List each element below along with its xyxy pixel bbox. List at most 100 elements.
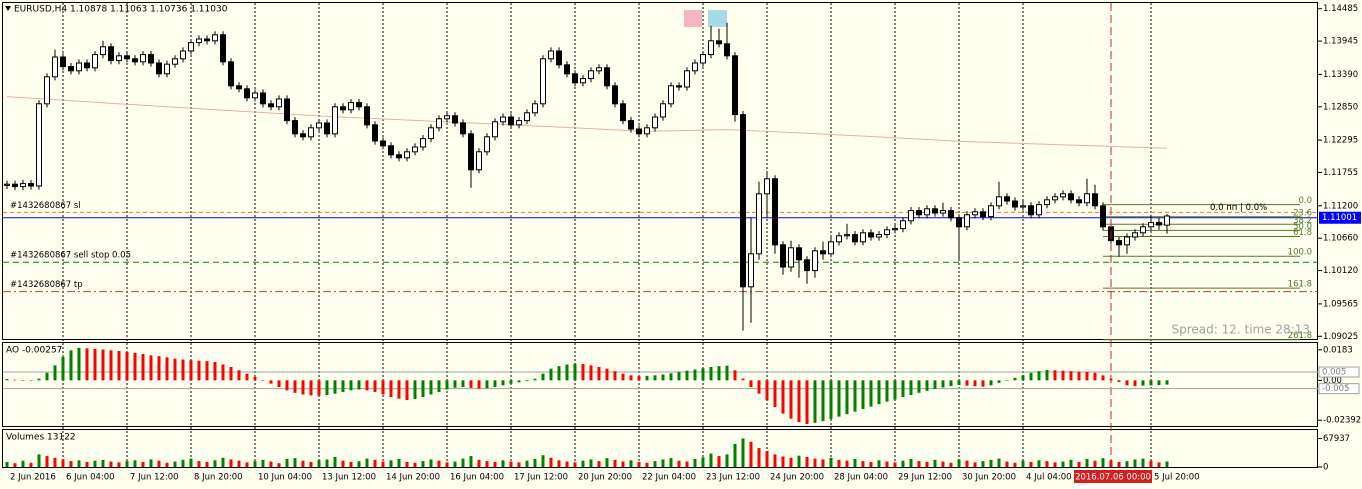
histogram-bar bbox=[789, 457, 793, 467]
histogram-bar bbox=[149, 459, 153, 467]
candle-body bbox=[580, 78, 586, 84]
candle-body bbox=[348, 102, 354, 111]
histogram-bar bbox=[333, 456, 337, 467]
histogram-bar bbox=[309, 461, 313, 467]
histogram-bar bbox=[485, 380, 489, 389]
histogram-bar bbox=[909, 380, 913, 395]
level-box bbox=[1318, 383, 1360, 395]
candle-body bbox=[1164, 215, 1170, 226]
candle-body bbox=[412, 146, 418, 153]
histogram-bar bbox=[181, 459, 185, 467]
candle-body bbox=[876, 234, 882, 238]
histogram-bar bbox=[1149, 380, 1153, 386]
y-tick-label: 0.0183 bbox=[1323, 345, 1353, 355]
histogram-bar bbox=[1045, 461, 1049, 467]
histogram-bar bbox=[357, 461, 361, 467]
color-swatch[interactable] bbox=[708, 10, 727, 27]
histogram-bar bbox=[61, 459, 65, 467]
histogram-bar bbox=[469, 456, 473, 467]
candle-body bbox=[28, 183, 34, 187]
histogram-bar bbox=[37, 378, 41, 381]
histogram-bar bbox=[245, 462, 249, 467]
candle-body bbox=[788, 247, 794, 268]
color-swatch[interactable] bbox=[684, 10, 702, 27]
candle-body bbox=[140, 54, 146, 63]
histogram-bar bbox=[605, 368, 609, 381]
candle-body bbox=[220, 34, 226, 63]
histogram-bar bbox=[781, 380, 785, 414]
candle-body bbox=[756, 193, 762, 255]
candle-body bbox=[12, 183, 18, 188]
histogram-bar bbox=[149, 355, 153, 381]
candle-body bbox=[1076, 199, 1082, 204]
histogram-bar bbox=[189, 458, 193, 467]
candle-body bbox=[892, 228, 898, 231]
histogram-bar bbox=[925, 380, 929, 391]
histogram-bar bbox=[877, 460, 881, 467]
main-panel-frame bbox=[2, 2, 1318, 340]
histogram-bar bbox=[1069, 371, 1073, 381]
candle-body bbox=[36, 103, 42, 187]
histogram-bar bbox=[597, 461, 601, 467]
y-tick-label: 1.10120 bbox=[1323, 266, 1358, 276]
histogram-bar bbox=[749, 441, 753, 467]
histogram-bar bbox=[541, 455, 545, 467]
candle-body bbox=[340, 106, 346, 111]
order-label: #1432680867 sl bbox=[10, 201, 81, 211]
histogram-bar bbox=[173, 461, 177, 467]
candle-body bbox=[980, 211, 986, 218]
histogram-bar bbox=[269, 380, 273, 384]
histogram-bar bbox=[165, 357, 169, 381]
histogram-bar bbox=[965, 460, 969, 467]
histogram-bar bbox=[509, 380, 513, 384]
candle-body bbox=[884, 229, 890, 236]
histogram-bar bbox=[821, 380, 825, 422]
candle-body bbox=[388, 145, 394, 156]
dropdown-arrow[interactable] bbox=[5, 6, 11, 11]
candle-body bbox=[716, 40, 722, 45]
fib-label: 50.0 bbox=[1293, 222, 1312, 232]
fib-info: 0.0 пп | 0.0% bbox=[1210, 203, 1267, 213]
histogram-bar bbox=[725, 454, 729, 467]
histogram-bar bbox=[957, 459, 961, 467]
order-label: #1432680867 tp bbox=[10, 280, 83, 290]
histogram-bar bbox=[237, 460, 241, 467]
histogram-bar bbox=[565, 364, 569, 381]
candle-body bbox=[484, 136, 490, 153]
ao-panel-frame bbox=[2, 342, 1318, 427]
candle-body bbox=[524, 112, 530, 122]
histogram-bar bbox=[165, 462, 169, 467]
candle-body bbox=[660, 103, 666, 118]
y-tick-label: 0 bbox=[1323, 463, 1328, 473]
histogram-bar bbox=[1037, 460, 1041, 467]
histogram-bar bbox=[893, 380, 897, 400]
y-tick-label: 67937 bbox=[1323, 434, 1350, 444]
histogram-bar bbox=[1109, 378, 1113, 381]
histogram-bar bbox=[629, 460, 633, 467]
histogram-bar bbox=[653, 461, 657, 467]
candle-body bbox=[652, 116, 658, 129]
x-tick-label: 7 Jun 12:00 bbox=[130, 473, 179, 483]
histogram-bar bbox=[461, 458, 465, 467]
histogram-bar bbox=[701, 368, 705, 381]
candle-body bbox=[548, 50, 554, 60]
histogram-bar bbox=[1101, 458, 1105, 467]
histogram-bar bbox=[885, 461, 889, 467]
histogram-bar bbox=[693, 459, 697, 467]
histogram-bar bbox=[973, 462, 977, 467]
histogram-bar bbox=[533, 459, 537, 467]
candle-body bbox=[748, 253, 754, 288]
histogram-bar bbox=[853, 380, 857, 412]
candle-body bbox=[452, 115, 458, 124]
histogram-bar bbox=[69, 350, 73, 381]
candle-body bbox=[268, 103, 274, 108]
level-label: 0.005 bbox=[1322, 368, 1346, 378]
candle-body bbox=[308, 127, 314, 138]
histogram-bar bbox=[213, 362, 217, 381]
candle-body bbox=[812, 250, 818, 272]
candle-body bbox=[68, 66, 74, 72]
histogram-bar bbox=[45, 456, 49, 467]
histogram-bar bbox=[829, 380, 833, 419]
y-tick-label: 1.14485 bbox=[1323, 4, 1358, 14]
histogram-bar bbox=[757, 380, 761, 394]
